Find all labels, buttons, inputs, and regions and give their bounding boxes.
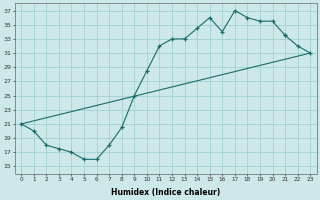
X-axis label: Humidex (Indice chaleur): Humidex (Indice chaleur): [111, 188, 220, 197]
